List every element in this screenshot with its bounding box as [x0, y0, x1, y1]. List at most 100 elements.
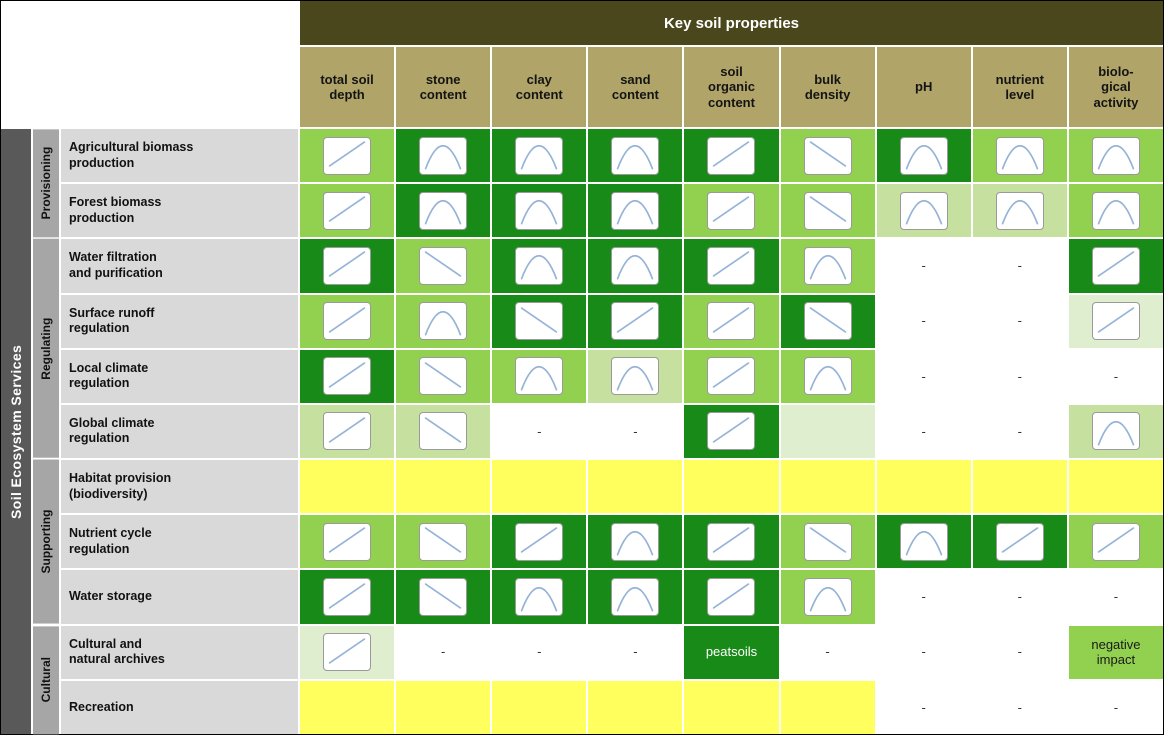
curve-box — [323, 302, 372, 341]
curve-box — [419, 191, 468, 230]
curve-box — [611, 136, 660, 175]
dash-marker: - — [1017, 699, 1022, 715]
optimum-curve-icon — [998, 192, 1042, 229]
matrix-cell — [492, 129, 587, 183]
matrix-cell — [588, 184, 683, 238]
category-cultural: Cultural — [33, 625, 59, 734]
increase-curve-icon — [325, 358, 369, 395]
curve-box — [323, 522, 372, 561]
curve-box — [1091, 302, 1140, 341]
matrix-cell — [300, 460, 395, 514]
dash-marker: - — [1113, 699, 1119, 715]
dash-marker: - — [633, 644, 638, 660]
matrix-cell: - — [876, 680, 971, 734]
key-soil-properties-banner: Key soil properties — [300, 1, 1163, 45]
increase-curve-icon — [517, 523, 561, 560]
matrix-cell — [396, 349, 491, 403]
dash-marker: - — [921, 644, 926, 660]
curve-box — [515, 357, 564, 396]
matrix-cell: - — [876, 294, 971, 348]
decrease-curve-icon — [517, 303, 561, 340]
matrix-cell — [300, 184, 395, 238]
curve-box — [1091, 246, 1140, 285]
curve-box — [899, 136, 948, 175]
matrix-cell — [780, 129, 875, 183]
matrix-cell: - — [876, 404, 971, 459]
matrix-cell — [492, 294, 587, 348]
row-label-surface-runoff-regulation: Surface runoff regulation — [61, 294, 298, 348]
matrix-cell — [684, 294, 779, 348]
matrix-cell: peatsoils — [684, 625, 779, 679]
matrix-cell — [588, 294, 683, 348]
column-header-sand-content: sand content — [588, 47, 683, 127]
curve-box — [803, 357, 852, 396]
matrix-cell: - — [876, 625, 971, 679]
optimum-curve-icon — [517, 358, 561, 395]
increase-curve-icon — [613, 303, 657, 340]
matrix-cell — [780, 239, 875, 293]
increase-curve-icon — [998, 523, 1042, 560]
optimum-curve-icon — [517, 247, 561, 284]
matrix-cell — [300, 625, 395, 679]
decrease-curve-icon — [806, 137, 850, 174]
matrix-cell — [396, 129, 491, 183]
matrix-cell — [780, 349, 875, 403]
matrix-cell — [780, 460, 875, 514]
curve-box — [419, 357, 468, 396]
matrix-cell: - — [876, 239, 971, 293]
curve-box — [803, 578, 852, 617]
optimum-curve-icon — [517, 192, 561, 229]
decrease-curve-icon — [806, 192, 850, 229]
row-label-water-storage: Water storage — [61, 570, 298, 624]
optimum-curve-icon — [998, 137, 1042, 174]
optimum-curve-icon — [613, 358, 657, 395]
matrix-cell: - — [972, 294, 1067, 348]
curve-box — [707, 191, 756, 230]
increase-curve-icon — [325, 303, 369, 340]
curve-box — [323, 412, 372, 451]
matrix-cell: - — [588, 625, 683, 679]
matrix-cell — [588, 460, 683, 514]
column-header-soil-organic-content: soil organic content — [684, 47, 779, 127]
matrix-cell — [876, 129, 971, 183]
curve-box — [611, 302, 660, 341]
row-label-forest-biomass-production: Forest biomass production — [61, 184, 298, 238]
cell-note-peatsoils: peatsoils — [705, 644, 758, 660]
dash-marker: - — [1017, 313, 1022, 329]
soil-ecosystem-services-axis-label: Soil Ecosystem Services — [1, 129, 31, 734]
matrix-cell — [492, 349, 587, 403]
curve-box — [323, 578, 372, 617]
matrix-cell: - — [972, 239, 1067, 293]
increase-curve-icon — [709, 192, 753, 229]
curve-box — [419, 136, 468, 175]
matrix-cell — [492, 570, 587, 624]
matrix-cell — [396, 239, 491, 293]
increase-curve-icon — [325, 523, 369, 560]
increase-curve-icon — [1094, 523, 1138, 560]
dash-marker: - — [633, 423, 638, 439]
curve-box — [1091, 136, 1140, 175]
optimum-curve-icon — [421, 303, 465, 340]
matrix-cell — [492, 460, 587, 514]
dash-marker: - — [921, 589, 926, 605]
matrix-cell — [972, 515, 1067, 569]
curve-box — [419, 302, 468, 341]
curve-box — [707, 412, 756, 451]
matrix-cell — [300, 404, 395, 459]
matrix-cell — [588, 129, 683, 183]
curve-box — [515, 302, 564, 341]
row-label-recreation: Recreation — [61, 680, 298, 734]
curve-box — [995, 191, 1044, 230]
decrease-curve-icon — [421, 579, 465, 616]
increase-curve-icon — [325, 634, 369, 671]
matrix-cell: - — [876, 570, 971, 624]
column-header-bulk-density: bulk density — [780, 47, 875, 127]
matrix-cell — [1068, 129, 1163, 183]
optimum-curve-icon — [1094, 192, 1138, 229]
matrix-cell — [1068, 239, 1163, 293]
matrix-cell — [684, 515, 779, 569]
optimum-curve-icon — [613, 523, 657, 560]
matrix-cell — [684, 460, 779, 514]
matrix-cell — [780, 570, 875, 624]
matrix-cell — [300, 294, 395, 348]
